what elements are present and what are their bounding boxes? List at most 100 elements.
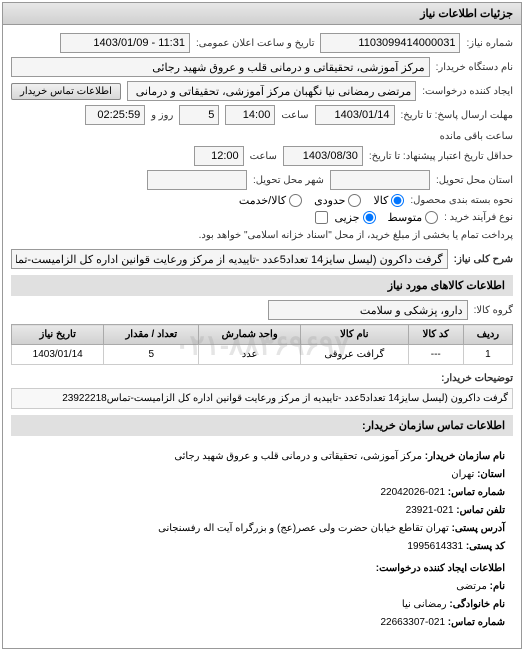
contact-org-label: نام سازمان خریدار: <box>425 451 505 462</box>
goods-table: ردیف کد کالا نام کالا واحد شمارش تعداد /… <box>11 324 513 365</box>
need-number-label: شماره نیاز: <box>466 38 513 49</box>
goods-group-label: گروه کالا: <box>474 305 513 316</box>
row-delivery: استان محل تحویل: شهر محل تحویل: <box>11 170 513 190</box>
budget-option-2-label: کالا/خدمت <box>239 194 286 207</box>
contact-state: تهران <box>451 469 474 480</box>
process-radio-1[interactable] <box>363 211 376 224</box>
contact-org-row: نام سازمان خریدار: مرکز آموزشی، تحقیقاتی… <box>19 448 505 466</box>
goods-section-title: اطلاعات کالاهای مورد نیاز <box>11 275 513 296</box>
contact-address-label: آدرس پستی: <box>452 523 505 534</box>
announce-field <box>60 33 190 53</box>
buyer-contact-button[interactable]: اطلاعات تماس خریدار <box>11 83 121 100</box>
col-date: تاریخ نیاز <box>12 325 104 345</box>
contact-postal: 1995614331 <box>407 541 463 552</box>
col-unit: واحد شمارش <box>199 325 301 345</box>
contact-fax-row: تلفن تماس: 021-23921 <box>19 502 505 520</box>
creator-family-row: نام خانوادگی: رمضانی نیا <box>19 596 505 614</box>
budget-radio-1[interactable] <box>348 194 361 207</box>
need-number-field <box>320 33 460 53</box>
creator-title: اطلاعات ایجاد کننده درخواست: <box>19 560 505 578</box>
announce-label: تاریخ و ساعت اعلان عمومی: <box>196 38 315 49</box>
col-row: ردیف <box>463 325 512 345</box>
need-desc-field <box>11 249 448 269</box>
contact-org: مرکز آموزشی، تحقیقاتی و درمانی قلب و عرو… <box>174 451 422 462</box>
contact-fax: 021-23921 <box>406 505 454 516</box>
creator-name-label: نام: <box>490 581 505 592</box>
validity-label: حداقل تاریخ اعتبار پیشنهاد: تا تاریخ: <box>369 151 513 162</box>
need-desc-label: شرح کلی نیاز: <box>454 254 513 265</box>
row-buyer-device: نام دستگاه خریدار: <box>11 57 513 77</box>
budget-option-0[interactable]: کالا <box>373 194 404 207</box>
buyer-device-field <box>11 57 430 77</box>
goods-group-field <box>268 300 468 320</box>
row-buyer-notes: توضیحات خریدار: <box>11 373 513 384</box>
treasury-checkbox[interactable] <box>315 211 328 224</box>
process-radio-0[interactable] <box>425 211 438 224</box>
validity-date-field <box>283 146 363 166</box>
budget-radio-2[interactable] <box>289 194 302 207</box>
row-process: نوع فرآیند خرید : متوسط جزیی پرداخت تمام… <box>11 211 513 241</box>
creator-name: مرتضی <box>456 581 487 592</box>
response-hour-field <box>225 105 275 125</box>
form-body: شماره نیاز: تاریخ و ساعت اعلان عمومی: نا… <box>3 25 521 648</box>
table-row[interactable]: 1 --- گرافت عروقی عدد 5 1403/01/14 <box>12 345 513 365</box>
delivery-city-field <box>147 170 247 190</box>
col-name: نام کالا <box>301 325 409 345</box>
validity-hour-field <box>194 146 244 166</box>
contact-phone: 021-22042026 <box>380 487 445 498</box>
contact-postal-label: کد پستی: <box>466 541 505 552</box>
remain-label: ساعت باقی مانده <box>440 131 513 142</box>
creator-family: رمضانی نیا <box>402 599 447 610</box>
cell-name: گرافت عروقی <box>301 345 409 365</box>
remain-time-field <box>85 105 145 125</box>
contact-state-row: استان: تهران <box>19 466 505 484</box>
row-budget: نحوه بسته بندی محصول: کالا حدودی کالا/خد… <box>11 194 513 207</box>
creator-phone: 021-22663307 <box>380 617 445 628</box>
process-radio-group: متوسط جزیی <box>334 211 438 224</box>
contact-fax-label: تلفن تماس: <box>456 505 505 516</box>
contact-address: تهران تقاطع خیابان حضرت ولی عصر(عج) و بز… <box>158 523 449 534</box>
creator-phone-row: شماره تماس: 021-22663307 <box>19 614 505 632</box>
hour-label-1: ساعت <box>281 110 308 121</box>
contact-phone-label: شماره تماس: <box>448 487 505 498</box>
creator-phone-label: شماره تماس: <box>448 617 505 628</box>
buyer-notes-box: گرفت داکرون (لیسل سایز14 تعداد5عدد -تایی… <box>11 388 513 409</box>
requester-label: ایجاد کننده درخواست: <box>422 86 513 97</box>
col-qty: تعداد / مقدار <box>104 325 199 345</box>
hour-label-2: ساعت <box>250 151 277 162</box>
process-option-1-label: جزیی <box>334 211 359 224</box>
process-option-0[interactable]: متوسط <box>388 211 439 224</box>
contact-section: نام سازمان خریدار: مرکز آموزشی، تحقیقاتی… <box>11 440 513 640</box>
budget-radio-0[interactable] <box>391 194 404 207</box>
contact-phone-row: شماره تماس: 021-22042026 <box>19 484 505 502</box>
delivery-state-field <box>330 170 430 190</box>
cell-date: 1403/01/14 <box>12 345 104 365</box>
budget-option-1-label: حدودی <box>314 194 345 207</box>
process-note: پرداخت تمام یا بخشی از مبلغ خرید، از محل… <box>199 230 513 241</box>
response-date-field <box>315 105 395 125</box>
process-label: نوع فرآیند خرید : <box>444 212 513 223</box>
table-wrapper: ردیف کد کالا نام کالا واحد شمارش تعداد /… <box>11 324 513 365</box>
row-validity: حداقل تاریخ اعتبار پیشنهاد: تا تاریخ: سا… <box>11 146 513 166</box>
days-field <box>179 105 219 125</box>
budget-option-1[interactable]: حدودی <box>314 194 361 207</box>
buyer-device-label: نام دستگاه خریدار: <box>436 62 513 73</box>
process-option-1[interactable]: جزیی <box>334 211 375 224</box>
cell-row: 1 <box>463 345 512 365</box>
cell-qty: 5 <box>104 345 199 365</box>
days-label: روز و <box>151 110 173 121</box>
requester-field <box>127 81 416 101</box>
process-option-0-label: متوسط <box>388 211 423 224</box>
row-need-desc: شرح کلی نیاز: <box>11 249 513 269</box>
contact-state-label: استان: <box>477 469 505 480</box>
col-code: کد کالا <box>408 325 463 345</box>
details-panel: جزئیات اطلاعات نیاز شماره نیاز: تاریخ و … <box>2 2 522 649</box>
response-deadline-label: مهلت ارسال پاسخ: تا تاریخ: <box>401 110 513 121</box>
budget-option-0-label: کالا <box>373 194 388 207</box>
table-header-row: ردیف کد کالا نام کالا واحد شمارش تعداد /… <box>12 325 513 345</box>
budget-option-2[interactable]: کالا/خدمت <box>239 194 302 207</box>
cell-code: --- <box>408 345 463 365</box>
delivery-city-label: شهر محل تحویل: <box>253 175 324 186</box>
contact-address-row: آدرس پستی: تهران تقاطع خیابان حضرت ولی ع… <box>19 520 505 538</box>
budget-label: نحوه بسته بندی محصول: <box>410 195 513 206</box>
